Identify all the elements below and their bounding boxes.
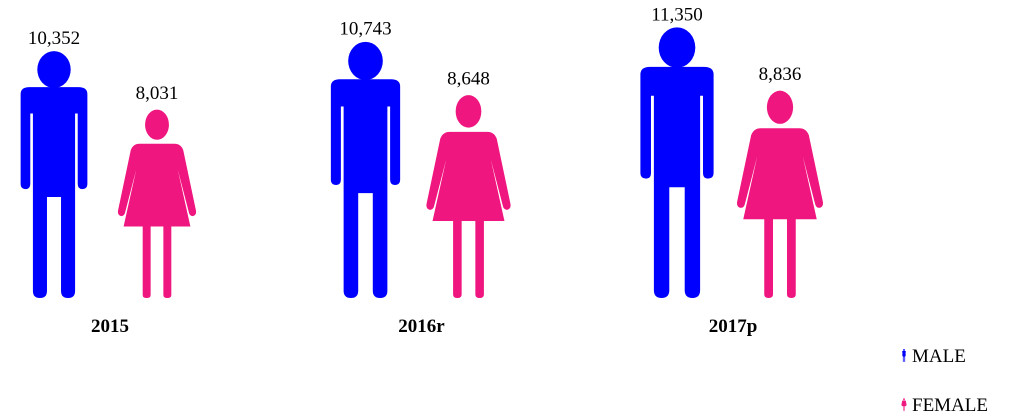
legend-label: FEMALE — [912, 395, 988, 416]
female-figure-head — [766, 90, 794, 124]
male-figure-body — [330, 79, 401, 299]
male-figure-body — [20, 87, 88, 299]
category-label: 2016r — [398, 316, 445, 337]
category-label: 2015 — [91, 316, 129, 337]
value-label: 8,031 — [136, 83, 179, 104]
legend-label: MALE — [912, 346, 966, 367]
value-label: 8,648 — [447, 69, 490, 90]
female-figure — [117, 109, 197, 298]
legend-icon-head — [903, 348, 905, 351]
value-label: 11,350 — [651, 4, 703, 25]
female-figure — [736, 90, 824, 298]
female-figure-body — [426, 131, 511, 298]
category-label: 2017p — [709, 316, 758, 337]
female-figure-body — [736, 128, 824, 298]
male-figure-head — [348, 41, 383, 81]
male-figure — [20, 51, 88, 299]
male-figure-head — [658, 27, 696, 68]
male-figure — [330, 41, 401, 299]
female-figure — [426, 95, 511, 298]
value-label: 10,352 — [28, 28, 80, 49]
female-figure-body — [117, 143, 197, 298]
male-figure — [640, 27, 714, 298]
male-figure-head — [37, 51, 71, 89]
legend-icon-body — [901, 400, 907, 411]
legend-icon-head — [903, 398, 905, 401]
male-figure-body — [640, 66, 714, 298]
legend-icon — [902, 348, 906, 362]
legend-icon — [901, 398, 907, 411]
legend-icon-body — [902, 350, 906, 362]
value-label: 10,743 — [339, 19, 391, 40]
value-label: 8,836 — [759, 64, 802, 85]
female-figure-head — [455, 95, 482, 128]
female-figure-head — [145, 109, 169, 140]
